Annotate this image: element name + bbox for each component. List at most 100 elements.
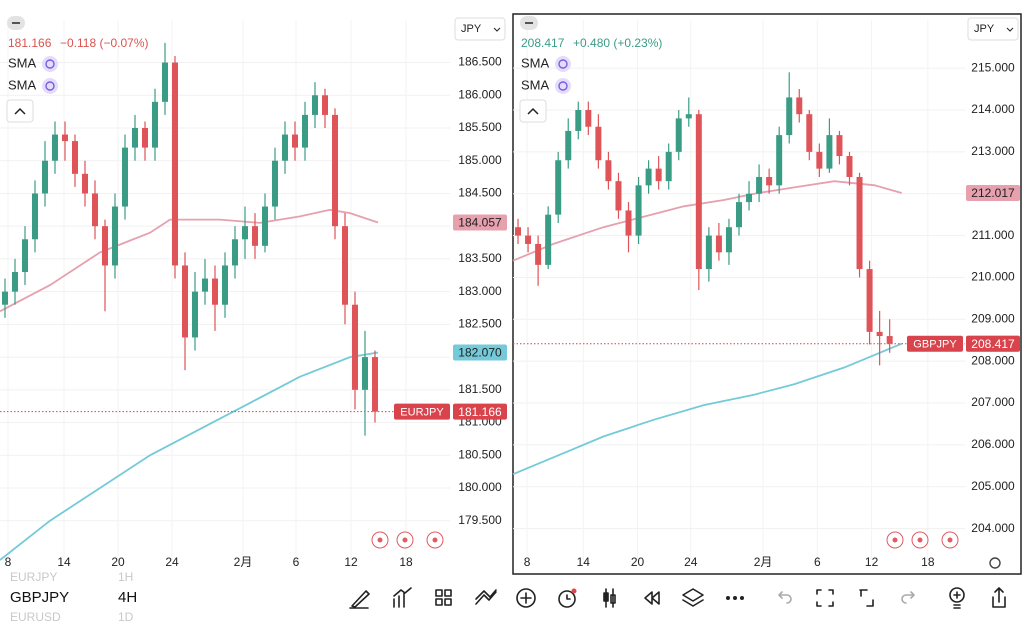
draw-tool[interactable] xyxy=(349,590,370,609)
candle-body xyxy=(756,176,763,194)
candle-body xyxy=(62,134,68,142)
candle-body xyxy=(202,278,208,292)
add-tool[interactable] xyxy=(516,588,536,608)
more-tool[interactable] xyxy=(726,596,744,600)
x-tick-label: 2月 xyxy=(754,555,773,569)
indicator-name: SMA xyxy=(8,55,37,70)
last-price-label: 181.166 xyxy=(458,405,502,419)
candle-body xyxy=(172,62,178,266)
ideas[interactable] xyxy=(949,587,965,609)
candle-body xyxy=(272,160,278,207)
price-badge xyxy=(966,185,1020,202)
candle-body xyxy=(262,206,268,246)
symbol-interval[interactable]: 1H xyxy=(118,570,133,584)
y-tick-label: 213.000 xyxy=(971,144,1015,158)
candle-body xyxy=(102,226,108,266)
replay-tool[interactable] xyxy=(644,591,660,605)
compare-tool[interactable] xyxy=(475,589,497,605)
expand[interactable] xyxy=(859,589,874,607)
event-dot xyxy=(892,537,898,543)
x-tick-label: 24 xyxy=(165,555,179,569)
x-tick-label: 20 xyxy=(631,555,645,569)
price-change: −0.118 (−0.07%) xyxy=(60,36,149,50)
symbol-badge-label: EURJPY xyxy=(400,407,444,419)
price-badge xyxy=(453,214,507,231)
candle-body xyxy=(515,227,522,236)
y-tick-label: 186.500 xyxy=(458,55,502,69)
candle-body xyxy=(736,202,742,228)
y-tick-label: 181.500 xyxy=(458,382,502,396)
candle-body xyxy=(565,130,572,161)
candle-body xyxy=(332,114,338,227)
y-tick-label: 184.500 xyxy=(458,186,502,200)
candle-body xyxy=(796,97,803,115)
share[interactable] xyxy=(992,587,1006,608)
candle-body xyxy=(142,128,148,148)
candle-body xyxy=(52,134,58,161)
candle-body xyxy=(535,243,542,265)
indicator-settings[interactable] xyxy=(42,56,58,72)
y-tick-label: 186.000 xyxy=(458,87,502,101)
redo[interactable] xyxy=(901,591,915,604)
symbol-name[interactable]: GBPJPY xyxy=(10,589,69,606)
candle-body xyxy=(362,357,368,390)
settings-icon[interactable] xyxy=(989,557,1001,569)
candle-body xyxy=(22,239,28,272)
currency-select[interactable] xyxy=(967,17,1019,41)
price-badge xyxy=(453,344,507,361)
candle-body xyxy=(42,160,48,194)
symbol-interval[interactable]: 4H xyxy=(118,589,137,606)
indicator-settings-icon xyxy=(45,59,55,69)
x-tick-label: 24 xyxy=(684,555,698,569)
candle-body xyxy=(92,193,98,227)
x-tick-label: 6 xyxy=(814,555,821,569)
event-dot xyxy=(947,537,953,543)
active-chart-frame xyxy=(512,13,1022,575)
candle-body xyxy=(352,304,358,390)
fullscreen[interactable] xyxy=(816,589,834,607)
candle-body xyxy=(2,291,8,305)
event-dot xyxy=(377,537,383,543)
candle-body xyxy=(685,114,692,119)
collapse-button[interactable] xyxy=(6,99,34,123)
y-tick-label: 183.000 xyxy=(458,284,502,298)
candle-body xyxy=(302,114,308,148)
candle-body xyxy=(292,134,298,148)
x-tick-label: 14 xyxy=(57,555,71,569)
layers-tool[interactable] xyxy=(682,588,704,607)
undo[interactable] xyxy=(778,591,792,604)
indicator-settings[interactable] xyxy=(42,78,58,94)
x-tick-label: 8 xyxy=(524,555,531,569)
candle-body xyxy=(806,114,813,152)
moving-average xyxy=(0,208,379,313)
alert-tool[interactable] xyxy=(558,588,577,608)
candle-body xyxy=(836,135,843,157)
last-price-badge xyxy=(966,335,1020,352)
candle-body xyxy=(242,226,248,240)
y-tick-label: 183.500 xyxy=(458,251,502,265)
y-tick-label: 214.000 xyxy=(971,102,1015,116)
candle-body xyxy=(766,176,773,186)
candle-body xyxy=(282,134,288,161)
price-badge-label: 182.070 xyxy=(458,346,502,360)
y-tick-label: 185.500 xyxy=(458,120,502,134)
last-price: 208.417 xyxy=(521,36,565,50)
currency-select[interactable] xyxy=(454,17,506,41)
indicators-tool[interactable] xyxy=(393,587,412,608)
x-tick-label: 18 xyxy=(399,555,413,569)
symbol-interval[interactable]: 1D xyxy=(118,610,134,624)
layout-tool[interactable] xyxy=(435,589,452,606)
candle-body xyxy=(252,226,258,246)
collapse-chevron xyxy=(527,107,539,115)
indicator-settings[interactable] xyxy=(555,78,571,94)
symbol-name[interactable]: EURUSD xyxy=(10,610,61,624)
candle-style[interactable] xyxy=(603,588,616,608)
symbol-name[interactable]: EURJPY xyxy=(10,570,57,584)
indicator-settings[interactable] xyxy=(555,56,571,72)
indicator-name: SMA xyxy=(521,55,550,70)
price-change: +0.480 (+0.23%) xyxy=(573,36,662,50)
candle-body xyxy=(786,97,793,136)
collapse-button[interactable] xyxy=(519,99,547,123)
indicator-settings-icon xyxy=(558,81,568,91)
candle-body xyxy=(212,278,218,305)
